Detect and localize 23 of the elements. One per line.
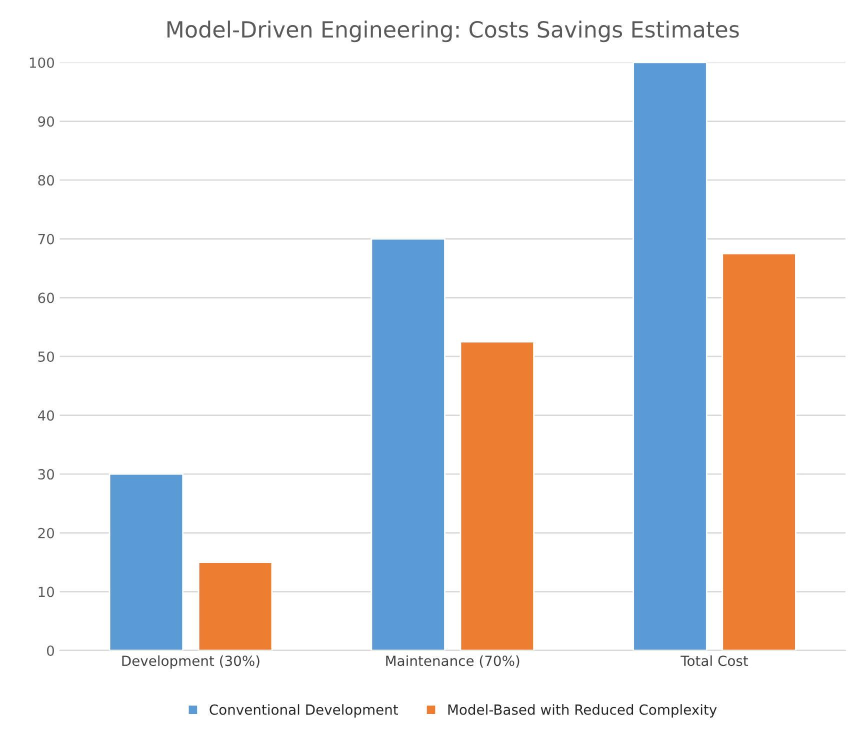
bar — [198, 562, 273, 650]
x-tick-label: Total Cost — [680, 655, 748, 666]
y-tick-label: 30 — [38, 469, 54, 480]
y-tick-label: 0 — [47, 645, 54, 656]
bar — [370, 238, 446, 650]
bar — [460, 341, 534, 650]
bar — [722, 252, 796, 650]
legend-label: Model-Based with Reduced Complexity — [448, 704, 717, 718]
y-tick-label: 100 — [30, 57, 54, 68]
chart-title: Model-Driven Engineering: Costs Savings Estimates — [167, 20, 739, 42]
y-tick-label: 60 — [38, 292, 54, 304]
y-tick-label: 40 — [38, 410, 54, 421]
bar — [108, 473, 184, 650]
legend-label: Conventional Development — [210, 704, 398, 718]
y-tick-label: 80 — [38, 175, 54, 186]
x-tick-label: Maintenance (70%) — [386, 655, 520, 668]
y-tick-label: 20 — [38, 528, 54, 538]
bar — [632, 62, 708, 650]
y-tick-label: 10 — [38, 586, 54, 598]
y-tick-label: 50 — [38, 351, 54, 362]
y-tick-label: 70 — [38, 234, 54, 244]
x-tick-label: Development (30%) — [122, 655, 260, 669]
y-tick-label: 90 — [38, 116, 54, 127]
